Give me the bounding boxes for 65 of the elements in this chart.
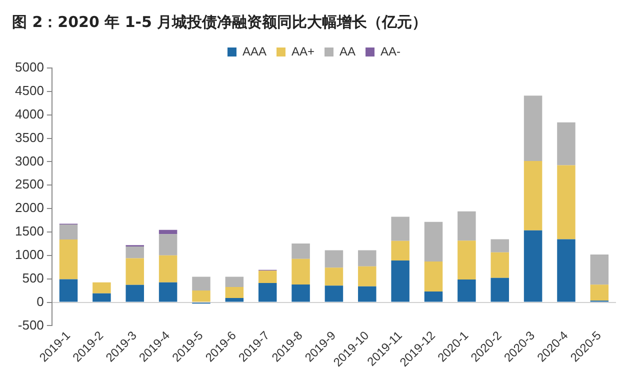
bar: [292, 243, 310, 259]
y-tick-label: 0: [36, 294, 44, 309]
y-tick-label: 4000: [15, 106, 44, 122]
bar: [524, 230, 542, 302]
bar: [358, 266, 376, 286]
y-tick-label: 2000: [15, 200, 44, 216]
bar: [258, 270, 277, 284]
bar: [225, 287, 244, 298]
bar: [391, 260, 410, 302]
legend-label: AA: [340, 44, 356, 58]
y-tick-label: 5000: [15, 60, 44, 75]
bar: [424, 222, 443, 262]
bar: [358, 286, 376, 302]
y-tick-label: 1500: [15, 224, 44, 239]
bar: [424, 261, 443, 292]
bar: [158, 255, 178, 282]
legend-label: AA-: [380, 44, 401, 58]
bar: [490, 278, 509, 302]
bar: [225, 276, 244, 288]
bar: [424, 291, 443, 302]
bar: [490, 239, 509, 252]
bar: [557, 239, 576, 302]
bar: [458, 280, 476, 302]
bar: [59, 279, 78, 302]
y-tick-label: -500: [18, 317, 44, 332]
bar: [490, 252, 509, 278]
y-tick-label: 4500: [15, 83, 44, 98]
bar: [258, 283, 277, 302]
bar: [225, 298, 244, 302]
bar: [324, 250, 344, 268]
y-tick-label: 1000: [15, 246, 44, 262]
bar: [158, 234, 178, 256]
bar: [158, 282, 178, 302]
chart-title: 图 2：2020 年 1-5 月城投债净融资额同比大幅增长（亿元）: [12, 12, 428, 31]
bar: [391, 240, 410, 261]
bar: [59, 224, 78, 240]
bar: [324, 268, 344, 286]
legend-label: AA+: [291, 44, 315, 58]
bar: [524, 161, 542, 230]
bar: [458, 211, 476, 241]
bar: [292, 284, 310, 302]
bar: [158, 230, 178, 234]
bar: [59, 239, 78, 280]
bar: [126, 284, 144, 302]
bar: [192, 276, 210, 291]
bar: [126, 258, 144, 285]
bar: [590, 284, 609, 301]
bar: [524, 96, 542, 161]
y-tick-label: 500: [22, 270, 44, 286]
bar: [557, 122, 576, 166]
y-tick-label: 3000: [15, 153, 44, 168]
y-tick-label: 2500: [15, 176, 44, 192]
bar: [292, 258, 310, 284]
bar: [324, 286, 344, 302]
y-tick-label: 3500: [15, 130, 44, 145]
bar: [192, 290, 210, 302]
bar: [458, 240, 476, 280]
bar: [126, 246, 144, 258]
bar: [358, 250, 376, 266]
bar: [590, 254, 609, 285]
bar: [391, 216, 410, 241]
bar: [92, 282, 111, 294]
bar: [557, 165, 576, 240]
bar: [92, 293, 111, 302]
legend-label: AAA: [242, 44, 266, 58]
